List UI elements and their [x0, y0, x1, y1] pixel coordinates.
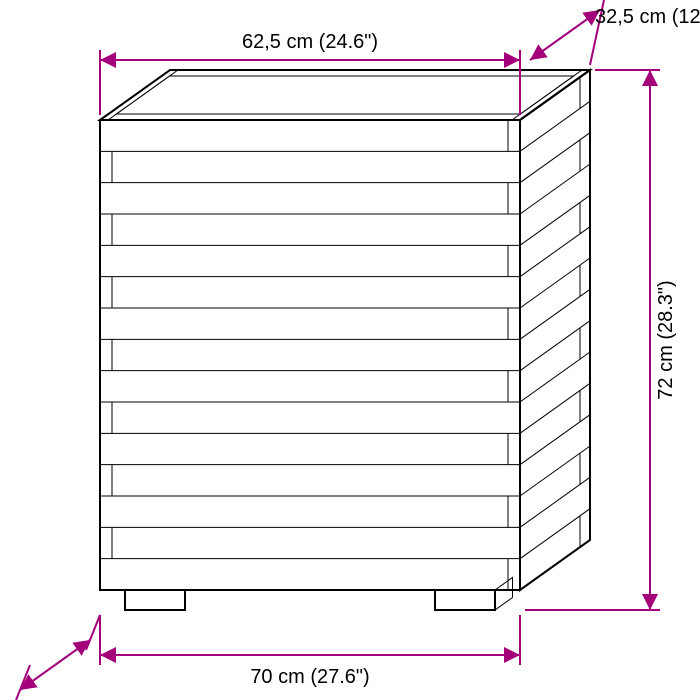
dimension-annotations: 62,5 cm (24.6") 32,5 cm (12.8") 72 cm (28.… [0, 0, 700, 700]
dim-top-width: 62,5 cm (24.6") [242, 31, 378, 53]
dim-base-width: 70 cm (27.6") [250, 666, 369, 688]
dim-height: 72 cm (28.3") [655, 280, 677, 399]
dim-top-depth: 32,5 cm (12.8") [595, 6, 700, 28]
planter-box [100, 70, 590, 610]
